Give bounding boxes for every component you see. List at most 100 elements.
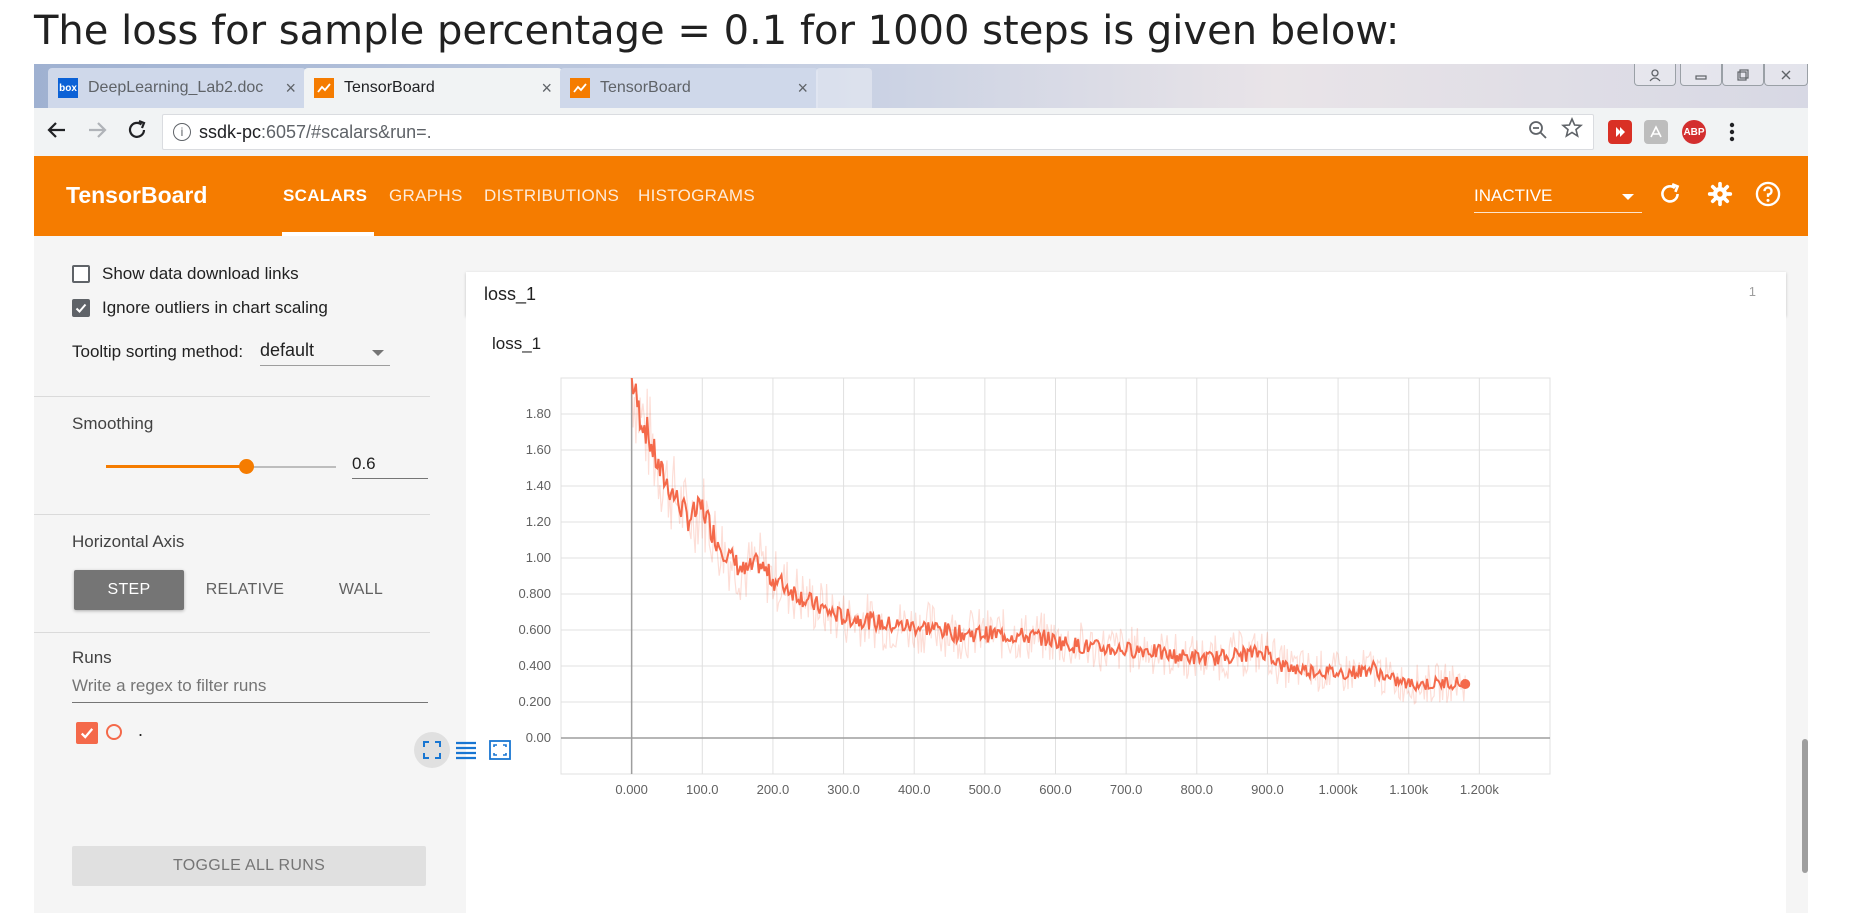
browser-window: box DeepLearning_Lab2.doc × TensorBoard … (34, 64, 1808, 913)
sidebar: Show data download links Ignore outliers… (34, 236, 466, 913)
axis-step-button[interactable]: STEP (74, 570, 184, 610)
divider (34, 514, 430, 515)
tab-scalars[interactable]: SCALARS (283, 186, 368, 205)
url-host: ssdk-pc (199, 121, 262, 142)
tensorboard-icon (570, 78, 590, 98)
profile-icon[interactable] (1634, 64, 1676, 86)
close-window-icon[interactable] (1764, 64, 1808, 86)
series-smoothed-line (630, 378, 1467, 693)
axis-relative-button[interactable]: RELATIVE (205, 581, 285, 598)
forward-icon[interactable] (82, 118, 112, 149)
select-value: default (260, 340, 315, 360)
tab-bar: box DeepLearning_Lab2.doc × TensorBoard … (34, 64, 1808, 108)
checkbox-unchecked[interactable] (72, 265, 90, 283)
tensorboard-header: TensorBoard SCALARS GRAPHS DISTRIBUTIONS… (34, 156, 1808, 236)
x-tick-label: 1.200k (1460, 782, 1500, 797)
fit-domain-icon[interactable] (414, 732, 450, 768)
menu-kebab-icon[interactable] (1720, 120, 1744, 144)
smoothing-input[interactable]: 0.6 (352, 454, 428, 479)
page-caption: The loss for sample percentage = 0.1 for… (34, 8, 1400, 54)
x-tick-label: 400.0 (898, 782, 931, 797)
tooltip-sorting-select[interactable]: default (260, 340, 390, 366)
category-header[interactable]: loss_1 1 (466, 272, 1786, 316)
tab-graphs[interactable]: GRAPHS (389, 186, 463, 205)
runs-title: Runs (72, 648, 112, 667)
page-scrollbar[interactable] (1802, 739, 1808, 873)
run-checkbox[interactable] (76, 722, 98, 744)
tensorboard-icon (314, 78, 334, 98)
checkmark-icon[interactable] (72, 299, 90, 317)
checkbox-label: Show data download links (102, 264, 299, 283)
run-color-indicator[interactable] (106, 724, 122, 740)
info-icon[interactable]: i (173, 123, 191, 141)
adblock-icon[interactable]: ABP (1682, 120, 1706, 144)
bookmark-star-icon[interactable] (1560, 116, 1584, 145)
smoothing-slider-handle[interactable] (239, 459, 254, 474)
run-filter-input[interactable]: Write a regex to filter runs (72, 676, 428, 703)
ignore-outliers-checkbox[interactable]: Ignore outliers in chart scaling (72, 298, 328, 318)
x-tick-label: 300.0 (827, 782, 860, 797)
x-tick-label: 500.0 (969, 782, 1002, 797)
zoom-icon[interactable] (1527, 119, 1549, 147)
y-tick-label: 1.40 (526, 478, 551, 493)
list-icon[interactable] (448, 732, 484, 768)
x-tick-label: 100.0 (686, 782, 719, 797)
close-icon[interactable]: × (797, 77, 808, 98)
y-tick-label: 0.200 (518, 694, 551, 709)
expand-chart-icon[interactable] (482, 732, 518, 768)
tab-distributions[interactable]: DISTRIBUTIONS (484, 186, 620, 205)
divider (34, 632, 430, 633)
tab-histograms[interactable]: HISTOGRAMS (638, 186, 755, 205)
x-tick-label: 0.000 (615, 782, 648, 797)
horizontal-axis-title: Horizontal Axis (72, 532, 185, 551)
help-icon[interactable] (1750, 176, 1786, 212)
box-icon: box (58, 78, 78, 98)
chart-card: loss_1 0.000 100.0 200.0 300.0 400.0 500.0 600… (466, 316, 1786, 913)
checkbox-label: Ignore outliers in chart scaling (102, 298, 328, 317)
run-name: . (138, 720, 144, 740)
reload-icon[interactable] (122, 118, 152, 149)
restore-icon[interactable] (1722, 64, 1764, 86)
back-icon[interactable] (42, 118, 72, 149)
tab-title: TensorBoard (600, 79, 691, 96)
active-tab-indicator (282, 232, 374, 236)
new-tab-button[interactable] (816, 68, 872, 108)
address-bar[interactable]: i ssdk-pc:6057/#scalars&run=. (162, 114, 1594, 150)
smoothing-slider-fill (106, 465, 246, 468)
main-panel: loss_1 1 loss_1 0.000 100.0 200.0 300.0 400.… (466, 236, 1808, 913)
extension-video-icon[interactable] (1608, 120, 1632, 144)
y-tick-label: 0.600 (518, 622, 551, 637)
run-status-value: INACTIVE (1474, 186, 1553, 205)
tab-title: TensorBoard (344, 79, 435, 96)
x-tick-label: 600.0 (1039, 782, 1072, 797)
x-tick-label: 200.0 (757, 782, 790, 797)
tab-tensorboard[interactable]: TensorBoard × (560, 68, 818, 108)
show-download-links-checkbox[interactable]: Show data download links (72, 264, 299, 284)
tab-doc[interactable]: box DeepLearning_Lab2.doc × (48, 68, 306, 108)
x-tick-label: 700.0 (1110, 782, 1143, 797)
close-icon[interactable]: × (541, 77, 552, 98)
category-name: loss_1 (484, 284, 537, 304)
y-tick-label: 0.800 (518, 586, 551, 601)
chevron-down-icon (1622, 194, 1634, 200)
loss-chart[interactable]: 0.000 100.0 200.0 300.0 400.0 500.0 600.0 700.0… (466, 316, 1786, 913)
url-path: :6057/#scalars&run=. (261, 121, 432, 142)
refresh-icon[interactable] (1652, 176, 1688, 212)
tab-title: DeepLearning_Lab2.doc (88, 79, 264, 96)
extension-pdf-icon[interactable] (1644, 120, 1668, 144)
x-tick-label: 1.000k (1319, 782, 1359, 797)
axis-wall-button[interactable]: WALL (338, 581, 384, 598)
toggle-all-runs-button[interactable]: TOGGLE ALL RUNS (72, 846, 426, 886)
y-tick-label: 1.00 (526, 550, 551, 565)
minimize-icon[interactable] (1680, 64, 1722, 86)
x-tick-label: 800.0 (1181, 782, 1214, 797)
x-tick-label: 900.0 (1251, 782, 1284, 797)
y-tick-label: 1.80 (526, 406, 551, 421)
tab-tensorboard-active[interactable]: TensorBoard × (304, 68, 562, 108)
run-status-select[interactable]: INACTIVE (1474, 186, 1642, 213)
close-icon[interactable]: × (285, 77, 296, 98)
y-tick-label: 0.400 (518, 658, 551, 673)
smoothing-title: Smoothing (72, 414, 154, 433)
gear-icon[interactable] (1702, 176, 1738, 212)
category-count: 1 (1748, 284, 1756, 299)
